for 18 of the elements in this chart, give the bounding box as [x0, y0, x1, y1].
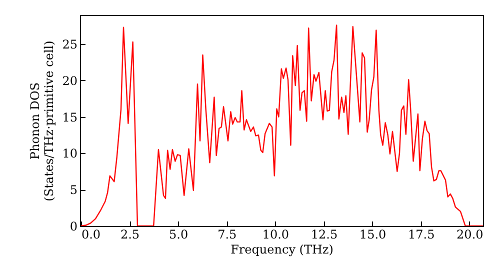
- x-tick-label: 10.0: [262, 228, 290, 242]
- x-tick-label: 2.5: [120, 228, 140, 242]
- y-tick-label: 25: [62, 38, 78, 52]
- x-tick-label: 5.0: [169, 228, 188, 242]
- x-tick-label: 20.0: [456, 228, 484, 242]
- y-tick-label: 10: [62, 146, 78, 161]
- x-axis-title: Frequency (THz): [230, 242, 334, 256]
- y-tick-label: 20: [62, 74, 78, 88]
- x-tick-label: 15.0: [359, 228, 386, 242]
- x-tick-label: 0.0: [81, 228, 101, 242]
- y-tick-label: 0: [70, 220, 78, 234]
- x-tick-label: 7.5: [218, 228, 237, 242]
- x-tick-label: 17.5: [408, 228, 435, 242]
- line-series: [80, 24, 483, 226]
- y-axis-title: Phonon DOS (States/THz·primitive cell): [28, 40, 56, 202]
- x-tick-label: 12.5: [310, 228, 338, 242]
- y-tick-label: 5: [70, 183, 78, 198]
- y-tick-label: 15: [62, 110, 78, 124]
